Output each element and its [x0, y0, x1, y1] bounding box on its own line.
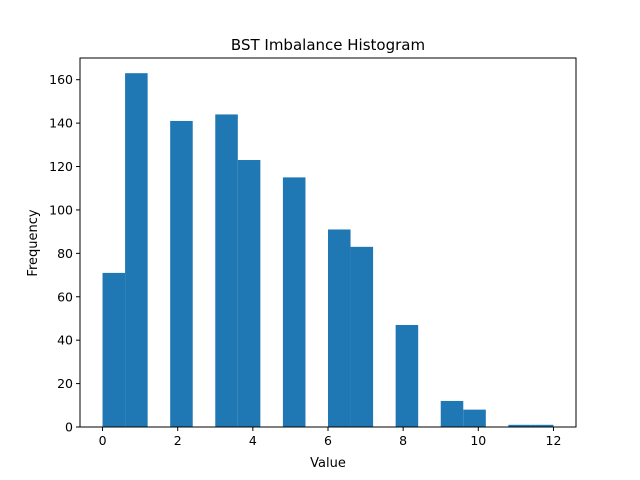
- y-tick-label: 0: [65, 420, 73, 435]
- histogram-bar-0: [102, 272, 126, 427]
- histogram-bar-16: [463, 409, 486, 427]
- x-tick-label: 12: [546, 433, 562, 448]
- histogram-bar-3: [170, 120, 193, 428]
- histogram-bar-5: [215, 114, 238, 427]
- x-tick-label: 6: [324, 433, 332, 448]
- x-tick-label: 0: [99, 433, 107, 448]
- histogram-bar-8: [282, 177, 306, 427]
- x-tick-label: 4: [249, 433, 257, 448]
- x-tick-label: 10: [470, 433, 486, 448]
- histogram-bar-11: [350, 246, 374, 427]
- histogram-bar-18: [508, 424, 531, 427]
- y-tick-label: 120: [49, 159, 73, 174]
- y-tick-label: 160: [49, 72, 73, 87]
- histogram-bar-10: [328, 229, 351, 427]
- histogram-bar-19: [530, 424, 554, 427]
- histogram-bar-13: [395, 324, 419, 427]
- bars-group: [102, 73, 554, 428]
- histogram-bar-15: [440, 400, 464, 427]
- y-tick-label: 140: [49, 116, 73, 131]
- y-tick-label: 20: [57, 376, 73, 391]
- y-tick-label: 60: [57, 289, 73, 304]
- y-axis-ticks: 0 20 40 60 80 100 120 140 160: [49, 72, 80, 435]
- x-tick-label: 2: [174, 433, 182, 448]
- x-tick-label: 8: [399, 433, 407, 448]
- y-tick-label: 40: [57, 333, 73, 348]
- x-axis-label: Value: [310, 456, 346, 471]
- histogram-bar-1: [125, 73, 148, 427]
- histogram-bar-6: [237, 160, 261, 428]
- y-axis-label: Frequency: [26, 209, 41, 276]
- chart-title: BST Imbalance Histogram: [231, 36, 425, 54]
- x-axis-ticks: 0 2 4 6 8 10 12: [99, 427, 562, 448]
- y-tick-label: 80: [57, 246, 73, 261]
- y-tick-label: 100: [49, 202, 73, 217]
